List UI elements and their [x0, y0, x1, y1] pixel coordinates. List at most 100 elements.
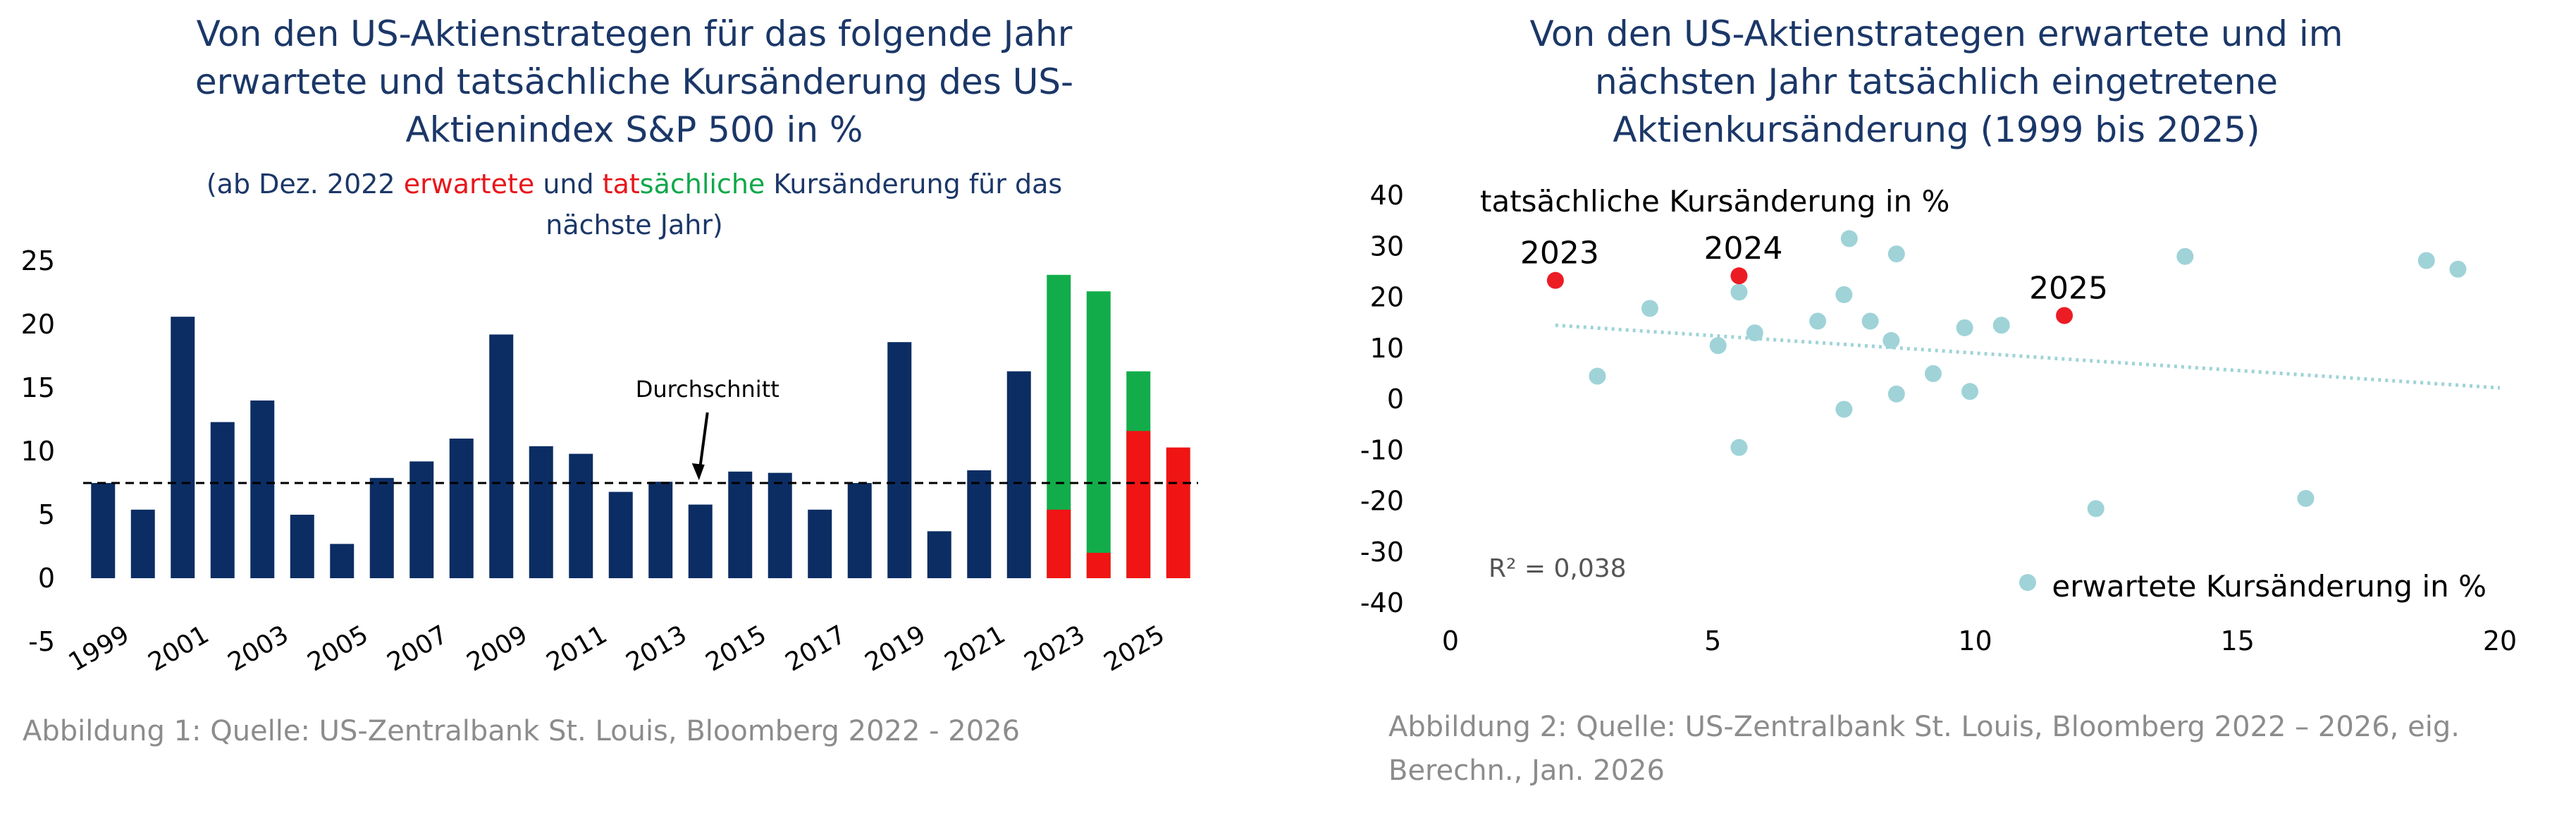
bar-expected-2009 — [489, 334, 514, 578]
bar-expected-2007 — [409, 461, 434, 578]
bar-expected-2019 — [887, 342, 912, 578]
highlight-point-2023 — [1546, 271, 1564, 289]
y-tick-label: 40 — [1370, 180, 1404, 211]
right-chart-panel: Von den US-Aktienstrategen erwartete und… — [1360, 0, 2576, 813]
highlight-point-2025 — [2056, 307, 2073, 324]
scatter-point — [1882, 331, 1900, 349]
y-tick-label: -30 — [1360, 537, 1404, 568]
x-tick-label: 5 — [1704, 625, 1721, 656]
y-tick-label: 15 — [21, 372, 55, 403]
scatter-point — [1746, 324, 1763, 342]
y-tick-label: 20 — [1370, 282, 1404, 313]
right-caption: Abbildung 2: Quelle: US-Zentralbank St. … — [1388, 705, 2460, 793]
scatter-point — [1956, 319, 1973, 336]
scatter-point — [1924, 365, 1942, 382]
x-tick-label: 2001 — [144, 620, 214, 677]
right-title-line-1: Von den US-Aktienstrategen erwartete und… — [1529, 13, 2343, 54]
average-annotation: Durchschnitt — [636, 376, 779, 403]
scatter-point — [2019, 574, 2036, 592]
bar-expected-2015 — [728, 471, 753, 578]
scatter-point — [1809, 312, 1827, 330]
y-axis-title: tatsächliche Kursänderung in % — [1480, 184, 1949, 219]
left-title-line-1: Von den US-Aktienstrategen für das folge… — [196, 13, 1073, 54]
annotation-arrow-shaft — [698, 412, 709, 471]
bar-expected-2002 — [210, 422, 235, 578]
left-title-line-2: erwartete und tatsächliche Kursänderung … — [195, 61, 1074, 102]
y-tick-label: -20 — [1360, 486, 1404, 517]
x-tick-label: 2003 — [223, 620, 294, 677]
bar-expected-2011 — [569, 453, 593, 578]
y-tick-label: 0 — [1387, 384, 1404, 415]
bar-expected-2006 — [369, 477, 394, 578]
y-tick-label: 25 — [21, 245, 55, 276]
bar-expected-2021 — [967, 470, 992, 578]
scatter-point — [1887, 245, 1905, 263]
bar-expected-2004 — [290, 515, 314, 578]
subtitle-open: (ab Dez. 2022 — [206, 169, 404, 200]
y-tick-label: -5 — [28, 626, 55, 657]
bar-expected-2012 — [608, 491, 633, 578]
right-caption-line-1: Abbildung 2: Quelle: US-Zentralbank St. … — [1388, 711, 2460, 743]
x-tick-label: 20 — [2483, 625, 2517, 656]
x-tick-label: 2023 — [1020, 620, 1090, 677]
y-tick-label: 5 — [38, 499, 55, 530]
bar-expected-red-2025 — [1126, 431, 1151, 578]
trendline — [1555, 323, 2501, 390]
highlight-point-2024 — [1730, 267, 1748, 285]
subtitle-tat: tat — [602, 169, 640, 200]
subtitle-rest: Kursänderung für das — [765, 169, 1063, 200]
x-tick-label: 2015 — [701, 620, 772, 677]
y-tick-label: -10 — [1360, 434, 1404, 465]
x-tick-label: 2025 — [1099, 620, 1170, 677]
bar-expected-red-2024 — [1086, 553, 1111, 578]
scatter-point — [1887, 385, 1905, 403]
bar-expected-2005 — [330, 544, 355, 578]
scatter-point — [1861, 312, 1879, 330]
scatter-point — [2087, 500, 2104, 518]
left-subtitle-line-1: (ab Dez. 2022 erwartete und tatsächliche… — [0, 164, 1269, 204]
bar-actual-2024 — [1086, 291, 1111, 578]
left-chart-panel: Von den US-Aktienstrategen für das folge… — [0, 0, 1269, 813]
right-title-line-3: Aktienkursänderung (1999 bis 2025) — [1613, 109, 2260, 150]
scatter-point — [1589, 367, 1606, 385]
subtitle-und: und — [534, 169, 603, 200]
x-tick-label: 2009 — [462, 620, 533, 677]
x-tick-label: 2021 — [940, 620, 1011, 677]
highlight-label-2024: 2024 — [1703, 231, 1782, 267]
x-axis-title: erwartete Kursänderung in % — [2052, 569, 2486, 604]
scatter-point — [1709, 337, 1727, 355]
scatter-point — [1835, 401, 1853, 418]
x-tick-label: 2013 — [622, 620, 692, 677]
bar-expected-red-2026 — [1166, 447, 1190, 578]
scatter-chart-svg: 40 30 20 10 0 -10 -20 -30 -40 0 5 10 15 20 tatsächlich… — [1360, 180, 2517, 656]
scatter-point — [2297, 489, 2315, 507]
x-tick-label: 2017 — [781, 620, 851, 677]
scatter-point — [1840, 230, 1858, 247]
bar-expected-2008 — [449, 439, 474, 578]
x-tick-label: 15 — [2221, 625, 2255, 656]
left-caption: Abbildung 1: Quelle: US-Zentralbank St. … — [23, 715, 1021, 747]
scatter-point — [1835, 286, 1853, 303]
bar-expected-red-2023 — [1047, 509, 1071, 578]
left-chart-title: Von den US-Aktienstrategen für das folge… — [0, 10, 1269, 154]
bar-expected-2018 — [847, 483, 872, 578]
subtitle-erwartete: erwartete — [403, 169, 535, 200]
bar-expected-1999 — [91, 483, 116, 578]
y-tick-label: 20 — [21, 309, 55, 340]
bar-expected-2000 — [130, 509, 155, 578]
bar-expected-2017 — [808, 509, 832, 578]
scatter-point — [1992, 317, 2010, 334]
y-tick-label: 10 — [21, 436, 55, 467]
right-title-line-2: nächsten Jahr tatsächlich eingetretene — [1594, 61, 2279, 102]
y-tick-label: -40 — [1360, 587, 1404, 618]
bar-expected-2001 — [171, 317, 195, 578]
x-tick-label: 10 — [1958, 625, 1992, 656]
r-squared-label: R² = 0,038 — [1489, 554, 1627, 583]
scatter-point — [2176, 247, 2194, 265]
right-chart-title: Von den US-Aktienstrategen erwartete und… — [1339, 10, 2534, 154]
y-tick-label: 30 — [1370, 231, 1404, 262]
y-tick-label: 0 — [38, 563, 55, 594]
bar-expected-2022 — [1006, 371, 1031, 578]
bar-expected-2020 — [927, 531, 951, 578]
